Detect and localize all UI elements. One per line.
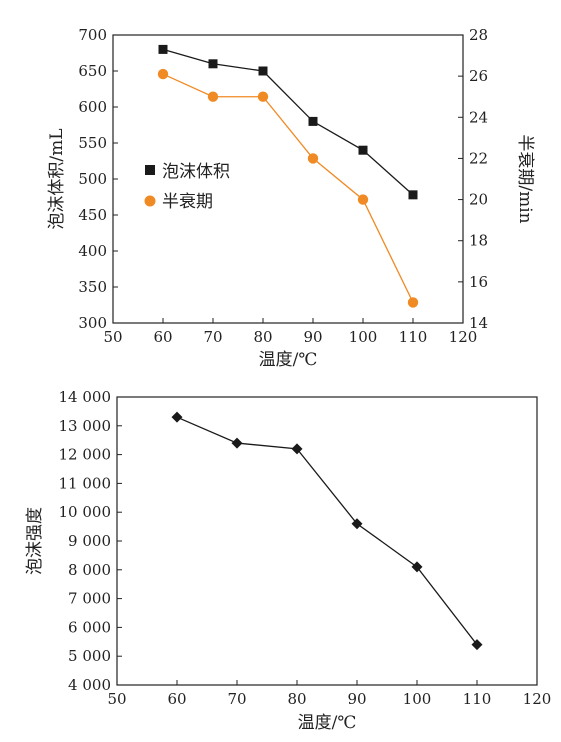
y-tick-label: 7 000: [68, 590, 111, 608]
x-tick-label: 90: [303, 328, 322, 346]
y-left-tick-label: 450: [78, 206, 107, 224]
y-right-tick-label: 22: [469, 149, 488, 167]
x-tick-label: 80: [287, 690, 306, 708]
y-right-tick-label: 18: [469, 232, 488, 250]
y-left-tick-label: 400: [78, 242, 107, 260]
data-point-halflife: [357, 194, 369, 205]
series-line-volume: [162, 48, 414, 196]
x-tick-label: 100: [403, 690, 432, 708]
y-tick-label: 9 000: [68, 532, 111, 550]
y-right-tick-label: 24: [469, 108, 488, 126]
x-tick-label: 70: [227, 690, 246, 708]
data-point-volume: [208, 59, 218, 69]
x-tick-label: 60: [167, 690, 186, 708]
y-tick-label: 4 000: [68, 676, 111, 694]
y-axis-label-right-top: 半衰期/min: [515, 134, 535, 223]
y-axis-right-ticks-top: 14 16 18 20 22 24 26 28: [458, 26, 488, 332]
legend-label-halflife: 半衰期: [162, 192, 213, 212]
data-point-strength: [471, 639, 483, 651]
y-left-tick-label: 300: [78, 314, 107, 332]
x-tick-label: 50: [107, 690, 126, 708]
y-axis-label-bottom: 泡沫强度: [25, 507, 45, 575]
y-tick-label: 5 000: [68, 647, 111, 665]
y-tick-label: 8 000: [68, 561, 111, 579]
x-tick-label: 90: [347, 690, 366, 708]
data-point-halflife: [407, 297, 419, 308]
x-axis-ticks-bottom: 50 60 70 80 90 100 110 120: [107, 680, 551, 708]
y-left-tick-label: 700: [78, 26, 107, 44]
x-axis-label-top: 温度/℃: [259, 350, 318, 370]
y-axis-ticks-bottom: 4 000 5 000 6 000 7 000 8 000 9 000 10 000 11 0…: [59, 388, 122, 694]
y-left-tick-label: 500: [78, 170, 107, 188]
data-point-halflife: [157, 68, 169, 80]
data-point-volume: [308, 116, 318, 126]
y-tick-label: 12 000: [59, 446, 112, 464]
x-tick-label: 110: [399, 328, 428, 346]
data-point-volume: [158, 44, 168, 54]
data-point-volume: [408, 190, 418, 200]
x-tick-label: 110: [463, 690, 492, 708]
y-right-tick-label: 26: [469, 67, 488, 85]
x-tick-label: 70: [203, 328, 222, 346]
y-right-tick-label: 20: [469, 191, 488, 209]
data-point-strength: [351, 518, 363, 530]
data-point-halflife: [307, 153, 319, 164]
data-point-volume: [358, 145, 368, 155]
y-left-tick-label: 350: [78, 278, 107, 296]
y-tick-label: 6 000: [68, 618, 111, 636]
data-point-strength: [171, 411, 183, 423]
data-point-halflife: [257, 91, 269, 102]
data-point-strength: [411, 561, 423, 573]
data-point-volume: [258, 66, 268, 76]
series-group-bottom: [171, 411, 483, 651]
data-point-halflife: [207, 91, 219, 102]
x-tick-label: 120: [523, 690, 552, 708]
y-tick-label: 11 000: [59, 474, 112, 492]
chart-foam-strength: 50 60 70 80 90 100 110 120 4 000 5 000 6 000 7 000…: [25, 388, 551, 733]
x-tick-label: 60: [153, 328, 172, 346]
y-left-tick-label: 600: [78, 98, 107, 116]
y-right-tick-label: 16: [469, 273, 488, 291]
series-line-strength: [176, 416, 478, 646]
series-line-halflife: [162, 73, 414, 303]
legend-label-volume: 泡沫体积: [162, 162, 230, 182]
chart-volume-halflife: 50 60 70 80 90 100 110 120 300 350 400 450 500 550 60…: [47, 26, 535, 370]
y-right-tick-label: 28: [469, 26, 488, 44]
x-tick-label: 50: [103, 328, 122, 346]
legend-marker-halflife: [144, 195, 156, 207]
y-tick-label: 13 000: [59, 417, 112, 435]
data-point-strength: [231, 437, 243, 449]
y-left-tick-label: 550: [78, 134, 107, 152]
x-tick-label: 80: [253, 328, 272, 346]
x-tick-label: 120: [449, 328, 478, 346]
series-group-top: [157, 44, 419, 308]
x-tick-label: 100: [349, 328, 378, 346]
y-tick-label: 14 000: [59, 388, 112, 406]
data-point-strength: [291, 443, 303, 455]
y-axis-left-ticks-top: 300 350 400 450 500 550 600 650 700: [78, 26, 118, 332]
y-left-tick-label: 650: [78, 62, 107, 80]
legend-marker-volume: [145, 165, 155, 175]
legend-top: 泡沫体积 半衰期: [144, 162, 230, 212]
x-axis-label-bottom: 温度/℃: [298, 713, 357, 733]
x-axis-ticks-top: 50 60 70 80 90 100 110 120: [103, 318, 477, 346]
y-right-tick-label: 14: [469, 314, 488, 332]
y-axis-label-left-top: 泡沫体积/mL: [47, 128, 67, 229]
y-tick-label: 10 000: [59, 503, 112, 521]
